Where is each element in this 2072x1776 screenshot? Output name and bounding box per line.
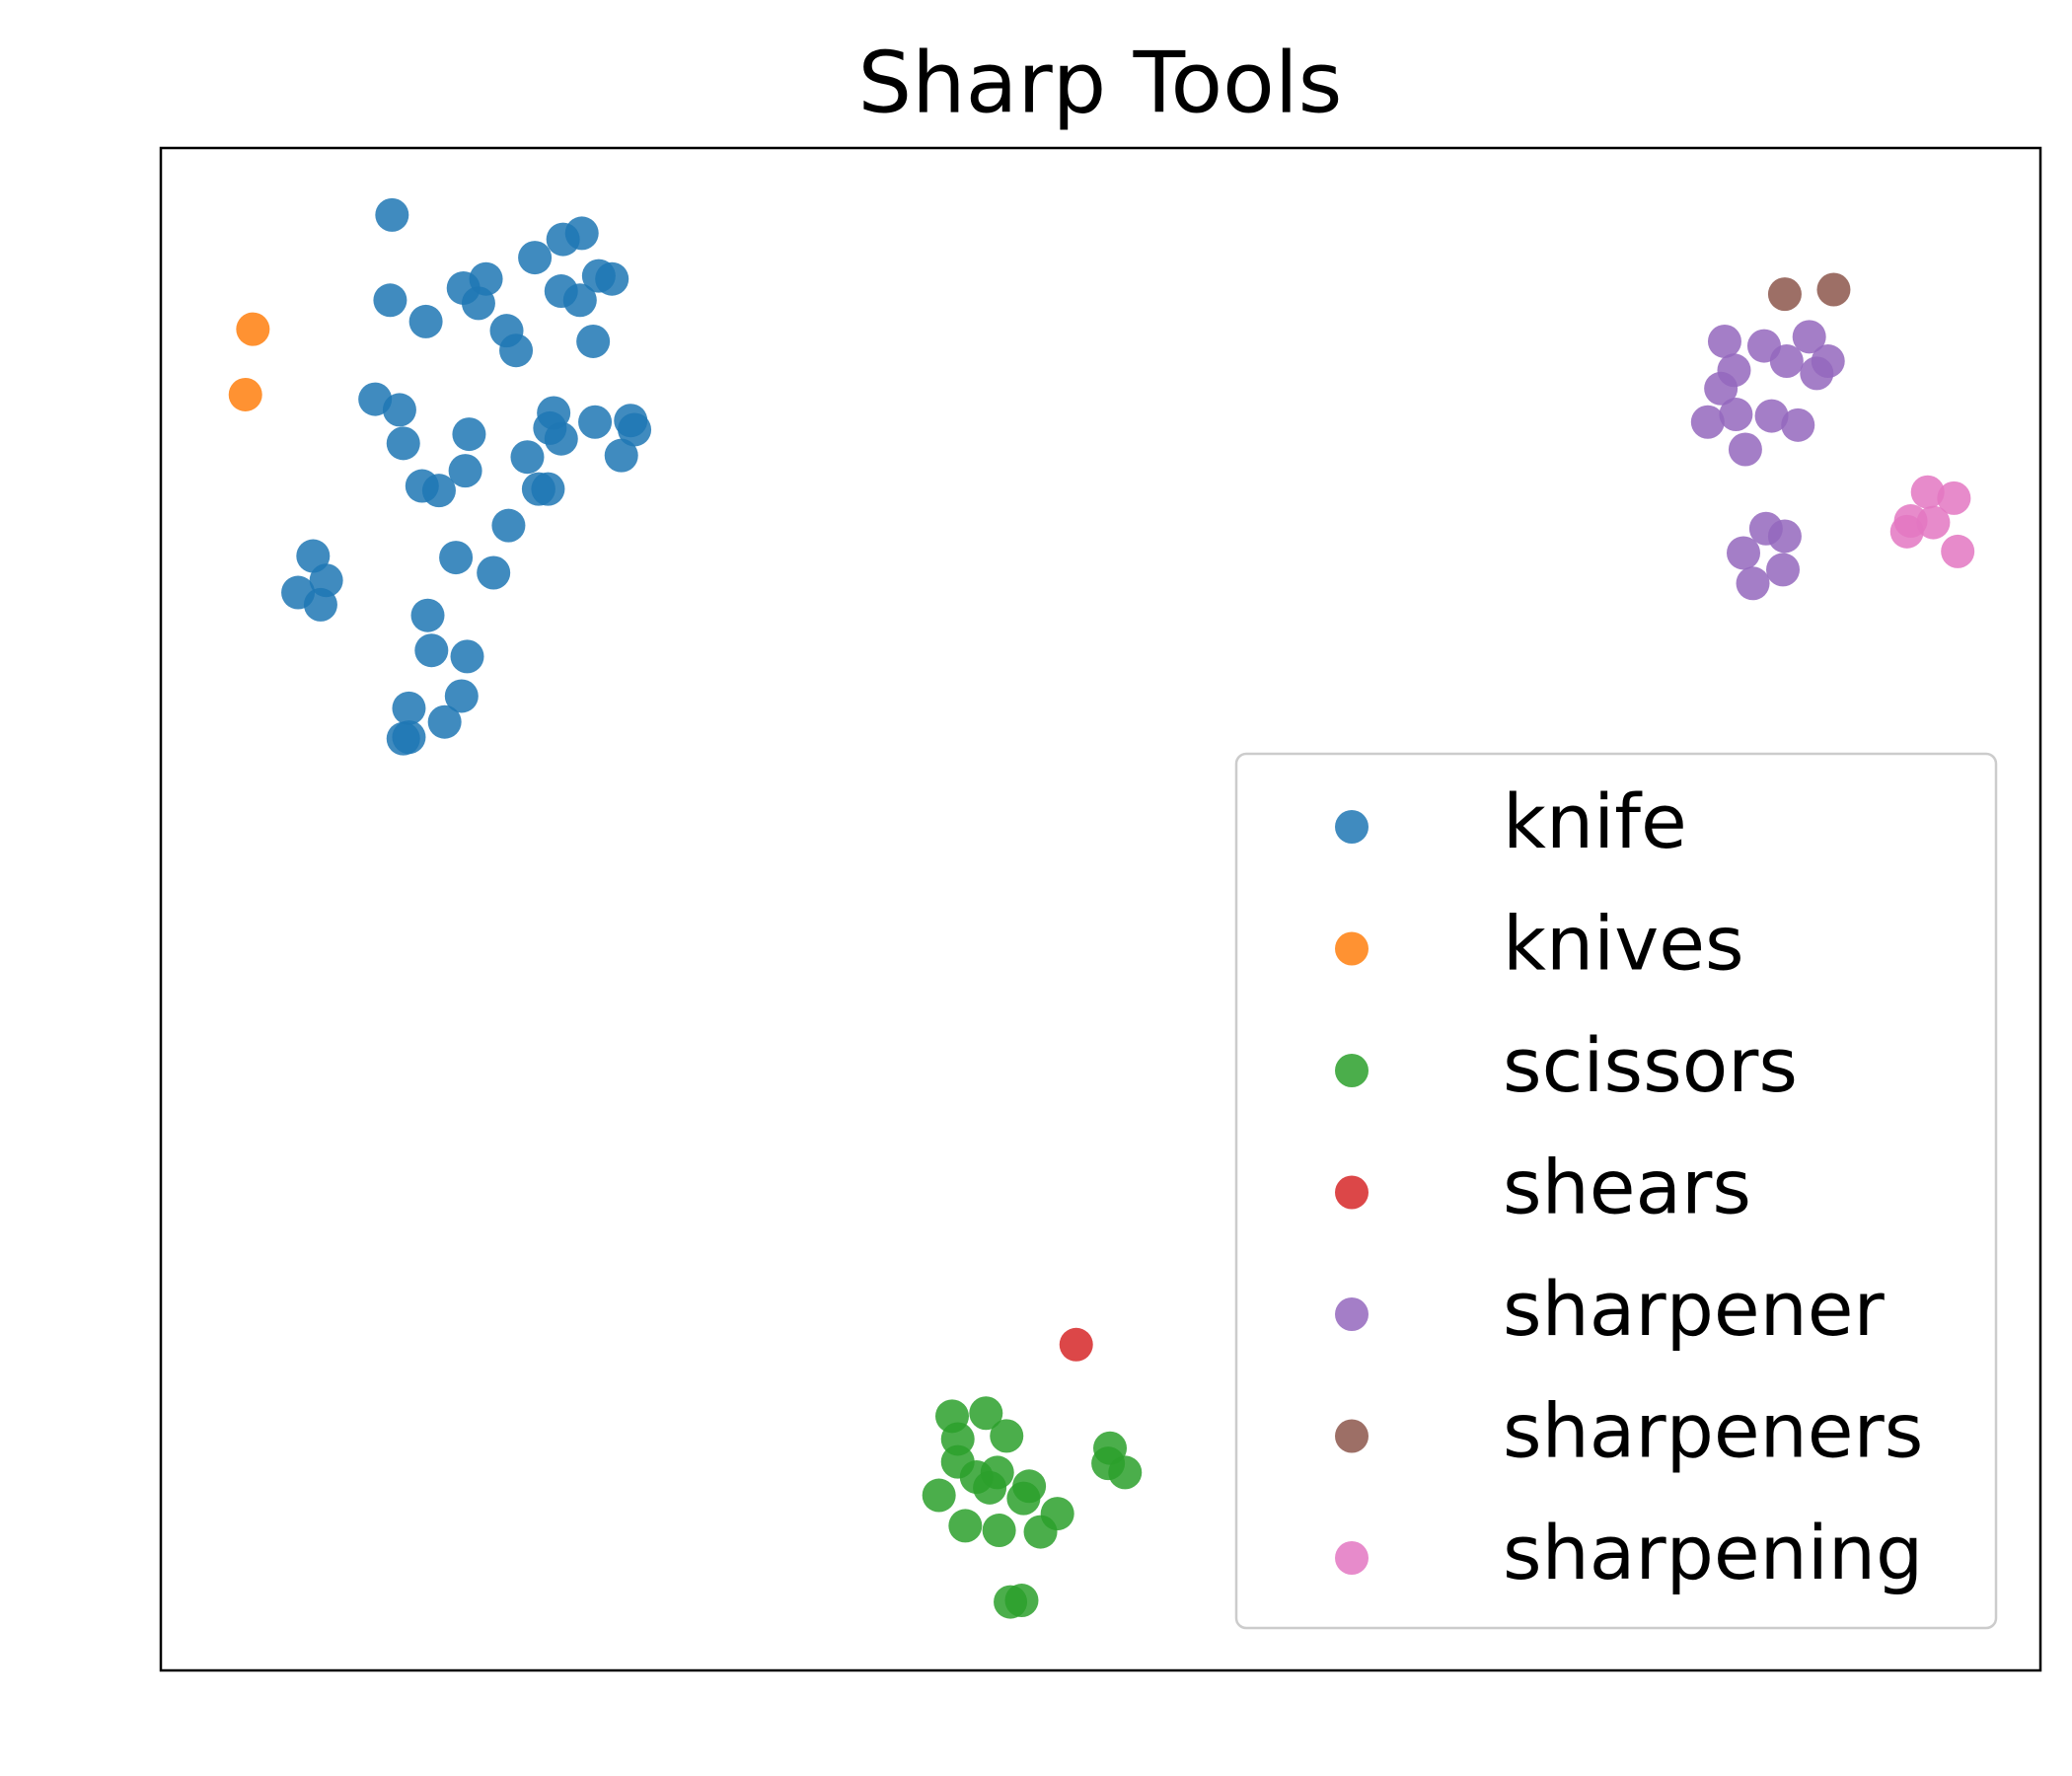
point [477,555,511,590]
point [1108,1455,1143,1490]
point [1916,505,1951,540]
point [973,1470,1007,1505]
point [392,691,426,725]
point [1792,320,1826,354]
point [373,283,407,318]
legend-marker [1335,1419,1369,1453]
point [1769,344,1804,379]
legend-marker [1335,1297,1369,1331]
point [510,440,545,475]
point [236,312,270,346]
point [1889,514,1924,549]
point [969,1396,1003,1431]
point [576,324,611,358]
point [228,377,262,411]
point [1004,1584,1039,1618]
point [491,508,526,543]
point [1767,277,1802,312]
point [1707,324,1741,358]
point [1719,398,1753,432]
legend-marker [1335,1054,1369,1087]
point [948,1509,983,1543]
point [604,438,638,473]
point [1910,475,1945,509]
legend-label: sharpener [1503,1265,1886,1353]
point [375,197,409,232]
point [1727,536,1761,570]
point [427,704,462,739]
point [922,1478,956,1513]
point [595,261,629,296]
point [1937,481,1971,515]
point [533,410,567,445]
point [1006,1481,1041,1516]
legend-box [1234,752,1998,1630]
point [1736,566,1770,601]
point [382,393,416,427]
point [1754,399,1789,433]
point [386,426,420,461]
point [499,333,534,368]
point [439,541,474,575]
legend-label: sharpening [1503,1509,1923,1596]
point [1766,553,1801,587]
point [618,412,652,447]
point [562,283,597,318]
point [1767,519,1802,554]
point [392,720,426,755]
point [414,633,449,668]
point [982,1514,1016,1548]
point [448,454,482,488]
point [1800,356,1834,391]
legend-marker [1335,1541,1369,1575]
point [1781,407,1815,442]
legend-marker [1335,931,1369,966]
point [410,598,445,632]
plot-frame [159,146,2042,1672]
point [518,241,553,275]
point [303,587,337,622]
point [578,405,613,439]
point [1941,534,1975,568]
legend-label: scissors [1503,1021,1798,1109]
legend-marker [1335,810,1369,844]
legend-marker [1335,1175,1369,1210]
legend-label: knives [1503,899,1744,987]
point [1816,272,1851,307]
point [1059,1327,1093,1362]
legend-label: sharpeners [1503,1386,1923,1474]
point [421,474,456,508]
point [531,472,565,506]
legend-label: shears [1503,1143,1751,1230]
point [990,1419,1024,1453]
point [408,304,443,338]
legend-label: knife [1503,777,1687,865]
point [1704,371,1739,406]
point [444,679,479,713]
point [1690,405,1725,439]
point [461,286,495,321]
point [1728,432,1762,467]
point [1023,1515,1058,1549]
point [564,216,599,251]
point [452,417,486,452]
chart-title: Sharp Tools [858,34,1343,132]
point [450,639,484,674]
